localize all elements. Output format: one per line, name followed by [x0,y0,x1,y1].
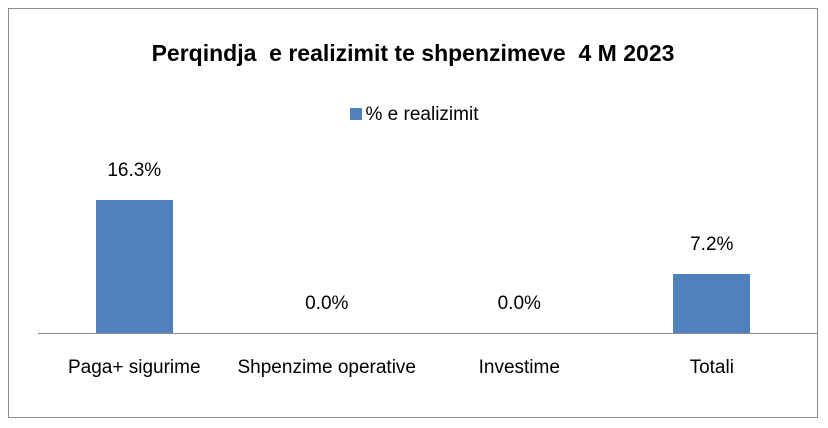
x-tick-label: Totali [689,357,734,378]
x-tick-label: Shpenzime operative [237,357,417,378]
legend-label: % e realizimit [365,104,479,125]
x-tick-label: Paga+ sigurime [67,357,201,378]
x-axis [38,333,818,334]
bar [95,200,173,333]
data-label: 0.0% [497,293,541,314]
data-label: 7.2% [690,234,734,256]
chart-frame [8,8,818,418]
legend-swatch [349,108,362,120]
x-tick-label: Investime [478,357,560,378]
bar [673,274,751,333]
chart-title: Perqindja e realizimit te shpenzimeve 4 … [151,40,675,66]
legend: % e realizimit [0,104,828,126]
data-label: 0.0% [305,293,349,314]
data-label: 16.3% [107,160,162,181]
